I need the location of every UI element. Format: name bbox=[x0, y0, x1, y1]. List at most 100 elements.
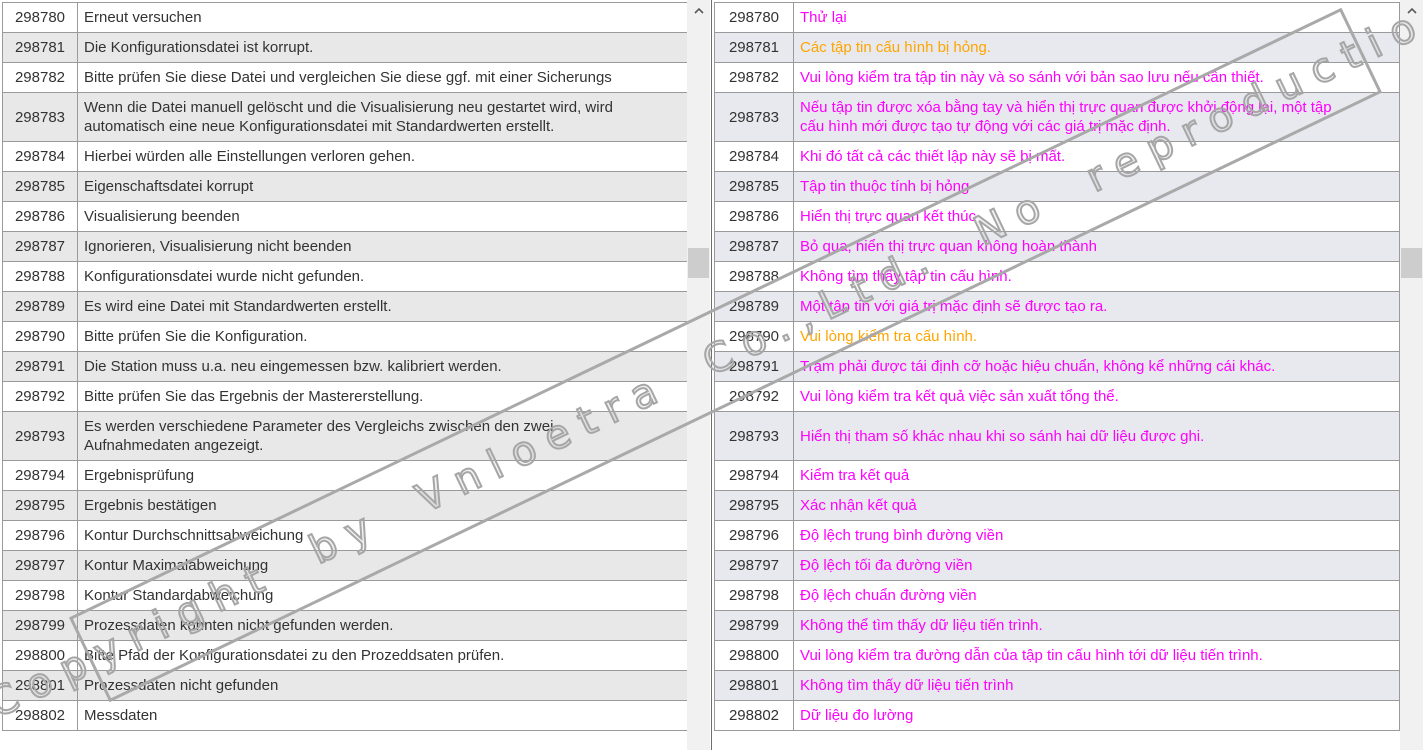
row-id[interactable]: 298791 bbox=[2, 351, 78, 382]
row-text[interactable]: Hiển thị trực quan kết thúc bbox=[793, 201, 1400, 232]
row-text[interactable]: Ignorieren, Visualisierung nicht beenden bbox=[77, 231, 687, 262]
left-panel-scrollbar[interactable] bbox=[687, 0, 710, 750]
row-id[interactable]: 298784 bbox=[714, 141, 794, 172]
row-text[interactable]: Tập tin thuộc tính bị hỏng bbox=[793, 171, 1400, 202]
row-id[interactable]: 298799 bbox=[714, 610, 794, 641]
row-text[interactable]: Trạm phải được tái định cỡ hoặc hiệu chu… bbox=[793, 351, 1400, 382]
row-text[interactable]: Bỏ qua, hiển thị trực quan không hoàn th… bbox=[793, 231, 1400, 262]
row-id[interactable]: 298793 bbox=[714, 411, 794, 461]
row-text[interactable]: Dữ liệu đo lường bbox=[793, 700, 1400, 731]
row-id[interactable]: 298782 bbox=[2, 62, 78, 93]
row-text[interactable]: Không thể tìm thấy dữ liệu tiến trình. bbox=[793, 610, 1400, 641]
row-text[interactable]: Visualisierung beenden bbox=[77, 201, 687, 232]
row-id[interactable]: 298790 bbox=[714, 321, 794, 352]
row-text[interactable]: Die Station muss u.a. neu eingemessen bz… bbox=[77, 351, 687, 382]
row-text[interactable]: Erneut versuchen bbox=[77, 2, 687, 33]
row-text[interactable]: Hiển thị tham số khác nhau khi so sánh h… bbox=[793, 411, 1400, 461]
row-text[interactable]: Kontur Maximalabweichung bbox=[77, 550, 687, 581]
scrollbar-thumb[interactable] bbox=[688, 248, 709, 278]
row-id[interactable]: 298790 bbox=[2, 321, 78, 352]
row-text[interactable]: Bitte Pfad der Konfigurationsdatei zu de… bbox=[77, 640, 687, 671]
row-text[interactable]: Khi đó tất cả các thiết lập này sẽ bị mấ… bbox=[793, 141, 1400, 172]
row-id[interactable]: 298787 bbox=[714, 231, 794, 262]
row-text[interactable]: Các tập tin cấu hình bị hỏng. bbox=[793, 32, 1400, 63]
row-id[interactable]: 298801 bbox=[2, 670, 78, 701]
row-text[interactable]: Vui lòng kiểm tra tập tin này và so sánh… bbox=[793, 62, 1400, 93]
row-text[interactable]: Độ lệch tối đa đường viền bbox=[793, 550, 1400, 581]
row-id[interactable]: 298788 bbox=[2, 261, 78, 292]
row-text[interactable]: Vui lòng kiểm tra đường dẫn của tập tin … bbox=[793, 640, 1400, 671]
row-text[interactable]: Wenn die Datei manuell gelöscht und die … bbox=[77, 92, 687, 142]
row-id[interactable]: 298796 bbox=[2, 520, 78, 551]
row-id[interactable]: 298798 bbox=[714, 580, 794, 611]
row-text[interactable]: Độ lệch trung bình đường viền bbox=[793, 520, 1400, 551]
row-text[interactable]: Không tìm thấy tập tin cấu hình. bbox=[793, 261, 1400, 292]
row-id[interactable]: 298788 bbox=[714, 261, 794, 292]
row-text[interactable]: Bitte prüfen Sie diese Datei und verglei… bbox=[77, 62, 687, 93]
table-row: 298790 Bitte prüfen Sie die Konfiguration… bbox=[2, 321, 687, 352]
scroll-up-button[interactable] bbox=[687, 2, 710, 20]
row-id[interactable]: 298794 bbox=[714, 460, 794, 491]
scroll-up-button[interactable] bbox=[1400, 2, 1423, 20]
row-id[interactable]: 298795 bbox=[2, 490, 78, 521]
row-id[interactable]: 298800 bbox=[2, 640, 78, 671]
row-text[interactable]: Eigenschaftsdatei korrupt bbox=[77, 171, 687, 202]
row-id[interactable]: 298781 bbox=[2, 32, 78, 63]
row-text[interactable]: Kontur Durchschnittsabweichung bbox=[77, 520, 687, 551]
row-text[interactable]: Es wird eine Datei mit Standardwerten er… bbox=[77, 291, 687, 322]
right-panel-scrollbar[interactable] bbox=[1400, 0, 1423, 750]
row-id[interactable]: 298780 bbox=[2, 2, 78, 33]
row-id[interactable]: 298785 bbox=[714, 171, 794, 202]
row-text[interactable]: Hierbei würden alle Einstellungen verlor… bbox=[77, 141, 687, 172]
row-id[interactable]: 298800 bbox=[714, 640, 794, 671]
row-id[interactable]: 298802 bbox=[714, 700, 794, 731]
row-text[interactable]: Nếu tập tin được xóa bằng tay và hiển th… bbox=[793, 92, 1400, 142]
row-text[interactable]: Messdaten bbox=[77, 700, 687, 731]
row-id[interactable]: 298797 bbox=[714, 550, 794, 581]
row-id[interactable]: 298783 bbox=[714, 92, 794, 142]
row-id[interactable]: 298785 bbox=[2, 171, 78, 202]
row-text[interactable]: Ergebnis bestätigen bbox=[77, 490, 687, 521]
row-id[interactable]: 298793 bbox=[2, 411, 78, 461]
row-text[interactable]: Độ lệch chuẩn đường viền bbox=[793, 580, 1400, 611]
row-text[interactable]: Kiểm tra kết quả bbox=[793, 460, 1400, 491]
row-text[interactable]: Không tìm thấy dữ liệu tiến trình bbox=[793, 670, 1400, 701]
scrollbar-thumb[interactable] bbox=[1401, 248, 1422, 278]
row-text[interactable]: Kontur Standardabweichung bbox=[77, 580, 687, 611]
row-id[interactable]: 298789 bbox=[714, 291, 794, 322]
row-id[interactable]: 298802 bbox=[2, 700, 78, 731]
row-text[interactable]: Vui lòng kiểm tra cấu hình. bbox=[793, 321, 1400, 352]
row-text[interactable]: Bitte prüfen Sie die Konfiguration. bbox=[77, 321, 687, 352]
row-text[interactable]: Thử lại bbox=[793, 2, 1400, 33]
row-text[interactable]: Một tập tin với giá trị mặc định sẽ được… bbox=[793, 291, 1400, 322]
row-id[interactable]: 298796 bbox=[714, 520, 794, 551]
row-id[interactable]: 298783 bbox=[2, 92, 78, 142]
row-id[interactable]: 298801 bbox=[714, 670, 794, 701]
row-id[interactable]: 298791 bbox=[714, 351, 794, 382]
row-id[interactable]: 298786 bbox=[2, 201, 78, 232]
row-id[interactable]: 298797 bbox=[2, 550, 78, 581]
row-text[interactable]: Konfigurationsdatei wurde nicht gefunden… bbox=[77, 261, 687, 292]
row-text[interactable]: Es werden verschiedene Parameter des Ver… bbox=[77, 411, 687, 461]
row-id[interactable]: 298787 bbox=[2, 231, 78, 262]
row-text[interactable]: Ergebnisprüfung bbox=[77, 460, 687, 491]
row-text[interactable]: Bitte prüfen Sie das Ergebnis der Master… bbox=[77, 381, 687, 412]
row-id[interactable]: 298792 bbox=[714, 381, 794, 412]
row-id[interactable]: 298792 bbox=[2, 381, 78, 412]
row-text[interactable]: Vui lòng kiểm tra kết quả việc sản xuất … bbox=[793, 381, 1400, 412]
row-id[interactable]: 298794 bbox=[2, 460, 78, 491]
row-id[interactable]: 298795 bbox=[714, 490, 794, 521]
row-id[interactable]: 298780 bbox=[714, 2, 794, 33]
row-id[interactable]: 298782 bbox=[714, 62, 794, 93]
row-text[interactable]: Prozessdaten konnten nicht gefunden werd… bbox=[77, 610, 687, 641]
table-row: 298797 Độ lệch tối đa đường viền bbox=[714, 550, 1400, 581]
row-id[interactable]: 298786 bbox=[714, 201, 794, 232]
row-text[interactable]: Xác nhận kết quả bbox=[793, 490, 1400, 521]
row-id[interactable]: 298784 bbox=[2, 141, 78, 172]
row-id[interactable]: 298798 bbox=[2, 580, 78, 611]
row-text[interactable]: Prozessdaten nicht gefunden bbox=[77, 670, 687, 701]
row-id[interactable]: 298781 bbox=[714, 32, 794, 63]
row-text[interactable]: Die Konfigurationsdatei ist korrupt. bbox=[77, 32, 687, 63]
row-id[interactable]: 298799 bbox=[2, 610, 78, 641]
row-id[interactable]: 298789 bbox=[2, 291, 78, 322]
